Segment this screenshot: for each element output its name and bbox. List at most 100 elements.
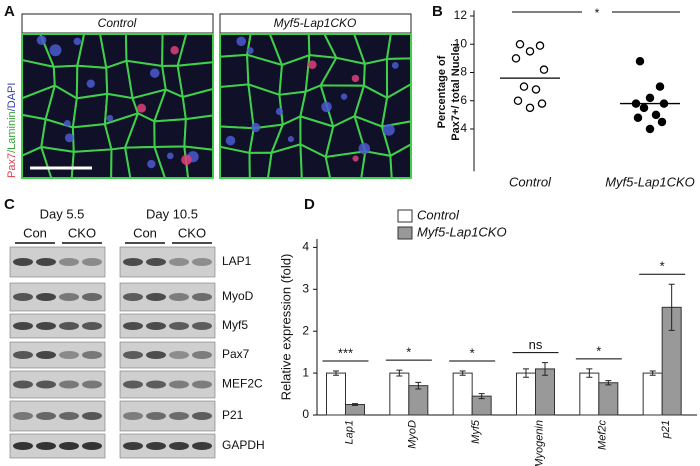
error-bar xyxy=(478,393,485,400)
band xyxy=(59,442,79,450)
image-header: Myf5-Lap1CKO xyxy=(274,16,357,30)
bar xyxy=(389,372,410,416)
band xyxy=(192,442,212,450)
nucleus xyxy=(36,35,47,46)
significance: * xyxy=(596,343,601,358)
error-bar xyxy=(586,368,593,378)
lane-label: Con xyxy=(133,225,157,240)
point xyxy=(633,113,643,122)
band xyxy=(82,380,102,389)
point xyxy=(515,40,525,49)
band xyxy=(82,293,102,301)
band xyxy=(13,412,33,420)
nucleus xyxy=(150,68,160,78)
point xyxy=(531,85,541,94)
band xyxy=(123,412,143,420)
nucleus xyxy=(225,135,236,146)
band xyxy=(36,293,56,301)
band xyxy=(192,351,212,359)
x-tick-label: Myf5 xyxy=(470,419,482,444)
image-header: Control xyxy=(98,16,137,30)
x-tick-label: Myogenin xyxy=(533,420,545,466)
band xyxy=(59,258,79,266)
nucleus xyxy=(106,114,114,122)
band xyxy=(36,258,56,266)
error-bar xyxy=(333,370,339,376)
band xyxy=(169,380,189,389)
bar xyxy=(535,368,555,416)
panel-label: D xyxy=(304,196,315,213)
nucleus xyxy=(251,122,261,133)
error-bar xyxy=(415,381,422,390)
bar xyxy=(642,372,663,416)
band xyxy=(123,351,143,359)
bar xyxy=(598,382,619,416)
band xyxy=(36,442,56,450)
nucleus xyxy=(383,124,395,136)
band xyxy=(192,380,212,389)
legend-swatch xyxy=(397,209,413,223)
nucleus xyxy=(166,152,174,160)
significance: * xyxy=(406,345,411,360)
band xyxy=(36,412,56,420)
significance: * xyxy=(595,6,600,20)
protein-label: MyoD xyxy=(222,289,254,303)
nucleus xyxy=(340,93,348,100)
point xyxy=(657,117,667,127)
y-tick-label: 3 xyxy=(302,281,309,295)
point xyxy=(645,93,655,103)
legend-label: Control xyxy=(417,207,460,222)
point xyxy=(635,56,645,66)
y-axis-label: Relative expression (fold) xyxy=(278,254,293,401)
y-tick-label: 6 xyxy=(460,93,467,107)
point xyxy=(655,82,665,91)
bar xyxy=(452,372,473,416)
band xyxy=(192,258,212,266)
fiber xyxy=(70,148,113,179)
nucleus xyxy=(307,60,317,70)
stain-label: Pax7/Laminin/DAPI xyxy=(6,83,18,178)
nucleus xyxy=(181,154,192,166)
band xyxy=(82,412,102,420)
nucleus xyxy=(358,142,371,155)
point xyxy=(639,103,649,113)
point xyxy=(519,82,529,91)
y-tick-label: 10 xyxy=(454,36,468,50)
protein-label: GAPDH xyxy=(222,438,265,452)
band xyxy=(169,258,189,266)
nucleus xyxy=(73,37,82,46)
fiber xyxy=(153,118,187,149)
bar xyxy=(579,372,600,416)
lane-label: CKO xyxy=(68,225,96,240)
point xyxy=(537,99,547,108)
nucleus xyxy=(63,120,71,127)
y-tick-label: 12 xyxy=(454,8,468,22)
panel-label: C xyxy=(4,196,15,213)
x-tick-label: p21 xyxy=(660,420,672,439)
band xyxy=(13,442,33,450)
band xyxy=(36,351,56,359)
protein-label: P21 xyxy=(222,408,244,422)
band xyxy=(59,322,79,330)
nucleus xyxy=(352,155,359,162)
fiber xyxy=(389,143,412,179)
stain-part: /Laminin xyxy=(6,111,18,153)
error-bar xyxy=(605,380,612,386)
y-tick-label: 4 xyxy=(302,240,309,254)
nucleus xyxy=(287,136,294,143)
nucleus xyxy=(64,133,74,143)
band xyxy=(169,442,189,450)
y-tick-label: 2 xyxy=(302,323,309,337)
point xyxy=(525,103,535,113)
fiber xyxy=(385,33,412,61)
fiber xyxy=(219,145,251,179)
nucleus xyxy=(49,44,62,57)
bar xyxy=(408,385,429,416)
band xyxy=(123,442,143,450)
nucleus xyxy=(321,101,332,113)
day-label: Day 5.5 xyxy=(40,206,85,221)
nucleus xyxy=(351,74,360,83)
protein-label: MEF2C xyxy=(222,377,263,391)
panel-label: A xyxy=(4,3,15,20)
